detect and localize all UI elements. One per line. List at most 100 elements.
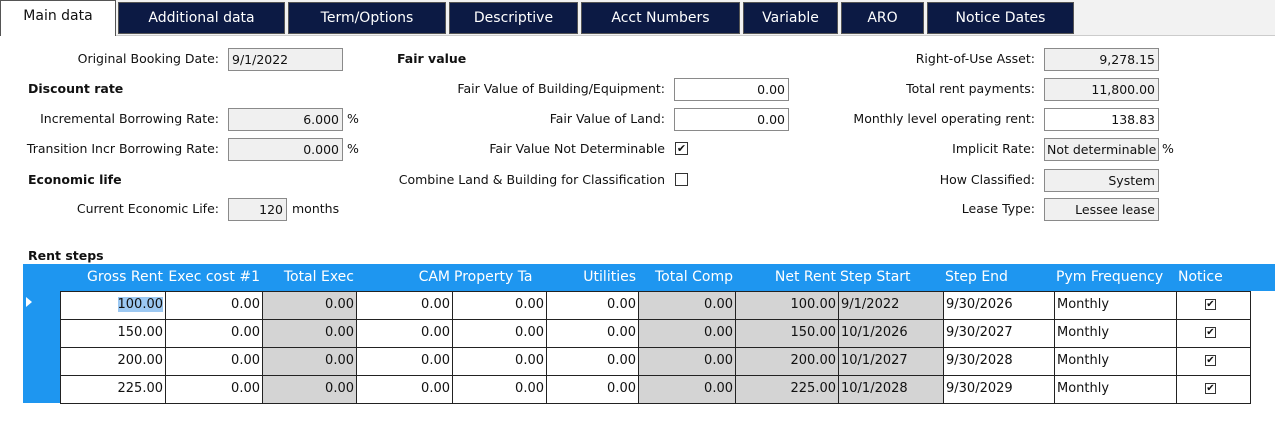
field-label: Combine Land & Building for Classificati… — [398, 172, 665, 187]
table-cell[interactable]: 0.00 — [546, 291, 639, 320]
table-cell[interactable]: 10/1/2027 — [838, 347, 944, 376]
table-cell[interactable]: 150.00 — [735, 319, 839, 348]
input-field[interactable]: Lessee lease — [1044, 198, 1159, 221]
table-cell[interactable]: 9/30/2026 — [943, 291, 1055, 320]
column-header: Total Exec — [283, 269, 354, 285]
table-cell[interactable]: 0.00 — [546, 347, 639, 376]
field-label: Right-of-Use Asset: — [915, 51, 1035, 66]
field-label: Total rent payments: — [906, 81, 1035, 96]
section-heading: Rent steps — [28, 248, 104, 263]
table-cell[interactable]: 9/1/2022 — [838, 291, 944, 320]
table-cell[interactable]: 0.00 — [356, 375, 453, 404]
table-cell[interactable]: 9/30/2027 — [943, 319, 1055, 348]
section-heading: Economic life — [28, 172, 122, 187]
checkbox[interactable]: ✔ — [1205, 355, 1216, 366]
table-cell[interactable]: Monthly — [1054, 291, 1177, 320]
table-cell[interactable]: 0.00 — [262, 319, 357, 348]
tab[interactable]: ARO — [841, 2, 924, 34]
column-header: Notice — [1178, 269, 1223, 285]
column-header: Total Comp — [654, 269, 733, 285]
table-cell[interactable]: 0.00 — [356, 291, 453, 320]
column-header: Exec cost #1 — [168, 269, 260, 285]
row-indicator-column — [23, 264, 60, 403]
table-cell[interactable]: Monthly — [1054, 375, 1177, 404]
checkbox[interactable] — [675, 173, 688, 186]
field-label: Transition Incr Borrowing Rate: — [26, 141, 219, 156]
selected-text: 100.00 — [117, 297, 163, 312]
tab[interactable]: Additional data — [118, 2, 285, 34]
checkbox[interactable]: ✔ — [1205, 299, 1216, 310]
table-cell[interactable]: 9/30/2029 — [943, 375, 1055, 404]
field-label: Fair Value of Land: — [549, 111, 665, 126]
tab[interactable]: Variable — [743, 2, 838, 34]
table-cell[interactable]: 0.00 — [546, 319, 639, 348]
table-cell[interactable]: 0.00 — [452, 319, 547, 348]
tab[interactable]: Term/Options — [288, 2, 446, 34]
table-cell[interactable]: 0.00 — [452, 375, 547, 404]
table-cell[interactable]: 200.00 — [735, 347, 839, 376]
tab[interactable]: Acct Numbers — [581, 2, 740, 34]
field-label: How Classified: — [939, 172, 1035, 187]
input-field[interactable]: 6.000 — [228, 108, 343, 131]
table-cell[interactable]: 0.00 — [638, 319, 736, 348]
tab[interactable]: Notice Dates — [927, 2, 1074, 34]
column-header: Step End — [945, 269, 1008, 285]
column-header: CAM — [418, 269, 450, 285]
input-field[interactable]: 0.00 — [674, 108, 789, 131]
table-cell[interactable]: Monthly — [1054, 319, 1177, 348]
table-cell[interactable]: 0.00 — [638, 291, 736, 320]
table-cell[interactable]: 9/30/2028 — [943, 347, 1055, 376]
table-cell[interactable]: 100.00 — [60, 291, 166, 320]
checkbox[interactable]: ✔ — [675, 142, 688, 155]
tab[interactable]: Main data — [0, 0, 116, 36]
column-header: Step Start — [840, 269, 911, 285]
table-cell[interactable]: 0.00 — [638, 347, 736, 376]
checkbox[interactable]: ✔ — [1205, 327, 1216, 338]
table-cell[interactable]: 0.00 — [262, 291, 357, 320]
input-field[interactable]: System — [1044, 169, 1159, 192]
checkbox[interactable]: ✔ — [1205, 383, 1216, 394]
table-cell[interactable]: 0.00 — [165, 347, 263, 376]
input-field[interactable]: 0.00 — [674, 78, 789, 101]
table-cell[interactable]: 0.00 — [165, 319, 263, 348]
field-label: Fair Value Not Determinable — [489, 141, 665, 156]
column-header: Gross Rent — [87, 269, 163, 285]
field-label: Incremental Borrowing Rate: — [40, 111, 219, 126]
table-cell[interactable]: 0.00 — [638, 375, 736, 404]
table-cell[interactable]: 225.00 — [60, 375, 166, 404]
table-cell[interactable]: 0.00 — [452, 347, 547, 376]
table-cell[interactable]: 0.00 — [546, 375, 639, 404]
input-field[interactable]: 11,800.00 — [1044, 78, 1159, 101]
tab-divider — [0, 35, 1275, 36]
input-field[interactable]: 138.83 — [1044, 108, 1159, 131]
unit-label: % — [1162, 141, 1174, 156]
table-cell[interactable]: 10/1/2028 — [838, 375, 944, 404]
table-cell[interactable]: 10/1/2026 — [838, 319, 944, 348]
table-cell[interactable]: 0.00 — [452, 291, 547, 320]
input-field[interactable]: 0.000 — [228, 138, 343, 161]
field-label: Original Booking Date: — [77, 51, 219, 66]
table-cell[interactable]: 150.00 — [60, 319, 166, 348]
input-field[interactable]: 9/1/2022 — [228, 48, 343, 71]
table-cell[interactable]: 0.00 — [262, 347, 357, 376]
tab[interactable]: Descriptive — [449, 2, 578, 34]
table-cell[interactable]: 0.00 — [356, 319, 453, 348]
table-cell[interactable]: 0.00 — [356, 347, 453, 376]
input-field[interactable]: Not determinable — [1044, 138, 1159, 161]
field-label: Current Economic Life: — [76, 201, 219, 216]
unit-label: % — [347, 141, 359, 156]
input-field[interactable]: 9,278.15 — [1044, 48, 1159, 71]
table-cell[interactable]: 0.00 — [165, 375, 263, 404]
table-cell[interactable]: 0.00 — [165, 291, 263, 320]
table-cell[interactable]: Monthly — [1054, 347, 1177, 376]
table-cell[interactable] — [1176, 375, 1251, 404]
table-cell[interactable]: 0.00 — [262, 375, 357, 404]
table-cell[interactable]: 200.00 — [60, 347, 166, 376]
table-header-bg — [60, 264, 1250, 291]
input-field[interactable]: 120 — [228, 198, 287, 221]
section-heading: Fair value — [397, 51, 467, 66]
table-cell[interactable]: 100.00 — [735, 291, 839, 320]
table-cell[interactable]: 225.00 — [735, 375, 839, 404]
column-header: Utilities — [583, 269, 636, 285]
